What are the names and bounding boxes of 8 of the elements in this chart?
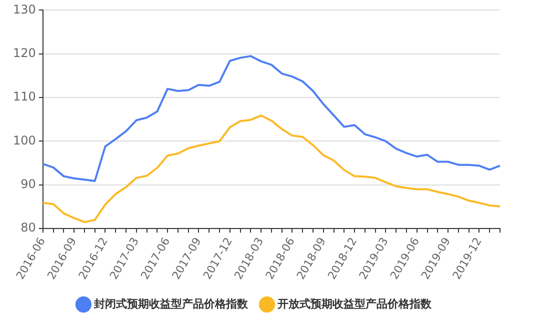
y-tick-label: 80 xyxy=(20,220,36,235)
legend-label: 开放式预期收益型产品价格指数 xyxy=(276,297,432,310)
y-tick-label: 130 xyxy=(13,2,36,16)
y-tick-label: 100 xyxy=(13,133,36,148)
y-tick-label: 110 xyxy=(13,90,36,104)
y-tick-label: 90 xyxy=(20,177,36,192)
legend-label: 封闭式预期收益型产品价格指数 xyxy=(93,297,249,310)
y-tick-label: 120 xyxy=(13,46,36,60)
